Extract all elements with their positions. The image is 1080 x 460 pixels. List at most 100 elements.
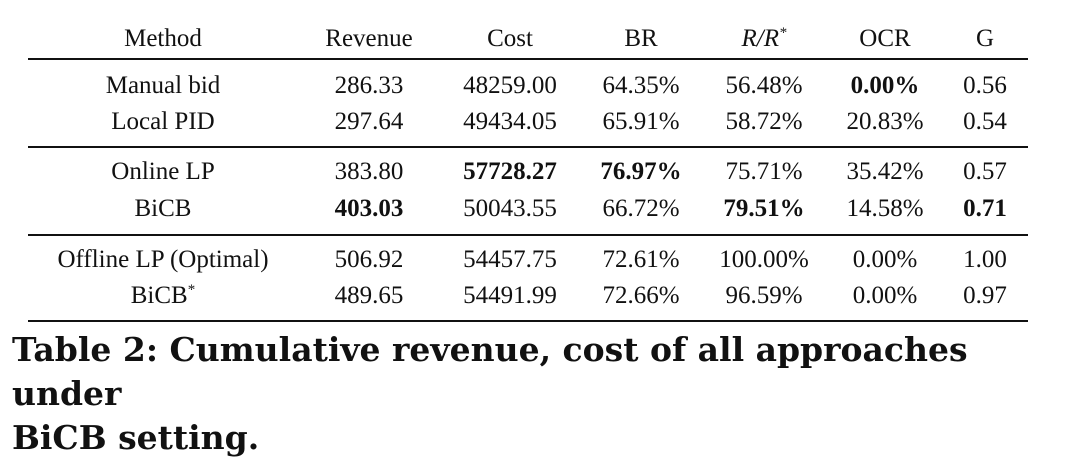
column-header-text: BR: [624, 25, 658, 52]
table-cell: 65.91%: [602, 107, 679, 137]
table-cell: 64.35%: [602, 71, 679, 101]
column-header-text: Cost: [487, 25, 533, 52]
table-cell-text: 0.97: [963, 282, 1007, 309]
table-cell-text: 58.72%: [725, 108, 803, 135]
group-separator-rule-1: [28, 146, 1028, 148]
table-cell-text: 286.33: [334, 72, 404, 99]
table-cell: 49434.05: [463, 107, 557, 137]
table-cell: 0.57: [963, 157, 1007, 187]
table-cell: 506.92: [335, 245, 404, 275]
method-name-cell-text: Offline LP (Optimal): [57, 246, 269, 273]
table-cell-text: 48259.00: [463, 72, 557, 99]
column-header: BR: [624, 24, 657, 54]
method-name-cell-text: Local PID: [111, 108, 215, 135]
method-name-cell: Local PID: [111, 107, 214, 137]
table-cell: 0.00%: [851, 71, 920, 101]
method-name-cell-text: Online LP: [111, 158, 215, 185]
table-cell-text: 50043.55: [463, 195, 557, 222]
table-cell: 0.56: [963, 71, 1007, 101]
column-header: OCR: [859, 24, 910, 54]
results-table: Method Revenue Cost BR R/R* OCR G Manual bid 286…: [28, 24, 1028, 322]
table-cell-text: 54491.99: [463, 282, 557, 309]
column-header-superscript: *: [779, 25, 787, 41]
table-cell-text: 403.03: [334, 195, 404, 222]
table-cell: 0.97: [963, 281, 1007, 311]
column-header-text: Method: [124, 25, 202, 52]
table-top-rule: [28, 58, 1028, 60]
table-cell-text: 0.00%: [852, 282, 918, 309]
table-cell: 489.65: [335, 281, 404, 311]
table-cell-text: 96.59%: [725, 282, 803, 309]
table-cell-text: 35.42%: [846, 158, 924, 185]
table-cell-text: 506.92: [334, 246, 404, 273]
table-cell: 0.54: [963, 107, 1007, 137]
table-cell-text: 297.64: [334, 108, 404, 135]
table-cell-text: 0.54: [963, 108, 1007, 135]
table-caption: Table 2: Cumulative revenue, cost of all…: [12, 328, 1072, 460]
table-cell-text: 383.80: [334, 158, 404, 185]
table-cell: 50043.55: [463, 194, 557, 224]
table-cell: 286.33: [335, 71, 404, 101]
column-header-text: OCR: [859, 25, 911, 52]
table-cell-text: 1.00: [963, 246, 1007, 273]
table-cell: 66.72%: [602, 194, 679, 224]
table-cell-text: 20.83%: [846, 108, 924, 135]
table-cell-text: 64.35%: [602, 72, 680, 99]
table-cell-text: 57728.27: [463, 158, 557, 185]
method-name-cell: Online LP: [111, 157, 214, 187]
table-cell: 96.59%: [725, 281, 802, 311]
table-cell-text: 100.00%: [719, 246, 809, 273]
table-cell: 35.42%: [846, 157, 923, 187]
method-name-cell: Offline LP (Optimal): [57, 245, 268, 275]
column-header-text: R/R: [741, 25, 780, 52]
table-cell: 56.48%: [725, 71, 802, 101]
table-cell: 20.83%: [846, 107, 923, 137]
table-cell-text: 66.72%: [602, 195, 680, 222]
table-cell: 54491.99: [463, 281, 557, 311]
table-cell: 57728.27: [463, 157, 557, 187]
table-cell-text: 0.00%: [852, 246, 918, 273]
table-cell: 0.00%: [853, 281, 918, 311]
method-name-cell-text: Manual bid: [105, 72, 221, 99]
table-cell-text: 79.51%: [723, 195, 805, 222]
table-cell-text: 49434.05: [463, 108, 557, 135]
table-cell-text: 72.61%: [602, 246, 680, 273]
table-cell-text: 75.71%: [725, 158, 803, 185]
table-cell: 72.61%: [602, 245, 679, 275]
table-cell: 14.58%: [846, 194, 923, 224]
column-header: R/R*: [742, 24, 787, 54]
table-cell-text: 76.97%: [600, 158, 682, 185]
column-header: G: [976, 24, 994, 54]
table-cell: 403.03: [335, 194, 404, 224]
table-cell: 297.64: [335, 107, 404, 137]
method-name-cell-superscript: *: [187, 282, 196, 298]
table-cell: 72.66%: [602, 281, 679, 311]
table-cell: 76.97%: [600, 157, 681, 187]
caption-line-1: Table 2: Cumulative revenue, cost of all…: [12, 330, 968, 413]
table-cell: 75.71%: [725, 157, 802, 187]
table-cell: 100.00%: [719, 245, 809, 275]
column-header-text: G: [975, 25, 995, 52]
table-cell-text: 0.57: [963, 158, 1007, 185]
table-cell-text: 0.71: [963, 195, 1007, 222]
column-header: Method: [124, 24, 202, 54]
column-header-text: Revenue: [325, 25, 413, 52]
table-cell: 48259.00: [463, 71, 557, 101]
table-cell: 0.00%: [853, 245, 918, 275]
caption-line-2: BiCB setting.: [12, 418, 260, 457]
column-header: Revenue: [325, 24, 412, 54]
table-cell-text: 65.91%: [602, 108, 680, 135]
table-cell: 1.00: [963, 245, 1007, 275]
table-cell-text: 0.56: [963, 72, 1007, 99]
table-cell-text: 72.66%: [602, 282, 680, 309]
table-bottom-rule: [28, 320, 1028, 322]
method-name-cell: BiCB: [135, 194, 192, 224]
table-cell-text: 489.65: [334, 282, 404, 309]
method-name-cell: Manual bid: [106, 71, 221, 101]
table-cell: 79.51%: [723, 194, 804, 224]
table-cell-text: 0.00%: [850, 72, 920, 99]
table-cell-text: 56.48%: [725, 72, 803, 99]
method-name-cell-text: BiCB: [134, 195, 192, 222]
table-cell-text: 54457.75: [463, 246, 557, 273]
table-cell: 54457.75: [463, 245, 557, 275]
